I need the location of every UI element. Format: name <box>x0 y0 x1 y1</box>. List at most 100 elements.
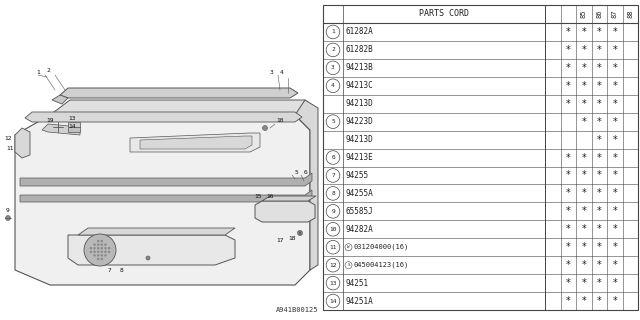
Circle shape <box>104 244 107 246</box>
Polygon shape <box>68 122 80 127</box>
Text: *: * <box>612 27 617 37</box>
Text: 4: 4 <box>331 83 335 88</box>
Text: 61282B: 61282B <box>346 45 374 54</box>
Bar <box>323 5 638 310</box>
Text: 94251A: 94251A <box>346 297 374 306</box>
Polygon shape <box>68 235 235 265</box>
Text: *: * <box>612 45 617 55</box>
Text: *: * <box>612 171 617 180</box>
Text: *: * <box>612 99 617 109</box>
Text: *: * <box>581 99 586 109</box>
Text: 94213C: 94213C <box>346 81 374 90</box>
Text: *: * <box>612 224 617 234</box>
Polygon shape <box>255 201 315 222</box>
Text: *: * <box>597 171 602 180</box>
Text: 031204000(16): 031204000(16) <box>353 244 408 251</box>
Text: *: * <box>581 224 586 234</box>
Text: *: * <box>581 296 586 306</box>
Text: *: * <box>566 260 571 270</box>
Text: 045004123(16): 045004123(16) <box>353 262 408 268</box>
Text: W: W <box>348 245 349 249</box>
Text: *: * <box>581 153 586 163</box>
Polygon shape <box>50 100 310 130</box>
Text: A941B00125: A941B00125 <box>275 307 318 313</box>
Text: *: * <box>597 135 602 145</box>
Text: *: * <box>612 296 617 306</box>
Text: *: * <box>597 188 602 198</box>
Text: *: * <box>597 117 602 127</box>
Circle shape <box>97 247 99 249</box>
Text: *: * <box>566 99 571 109</box>
Text: *: * <box>597 81 602 91</box>
Text: *: * <box>612 117 617 127</box>
Circle shape <box>93 251 96 253</box>
Text: *: * <box>566 296 571 306</box>
Polygon shape <box>295 100 318 270</box>
Text: 6: 6 <box>303 170 307 174</box>
Circle shape <box>100 254 103 257</box>
Circle shape <box>100 258 103 260</box>
Text: *: * <box>581 81 586 91</box>
Text: *: * <box>581 45 586 55</box>
Circle shape <box>104 254 107 257</box>
Text: 10: 10 <box>276 118 284 124</box>
Polygon shape <box>140 136 252 149</box>
Text: 13: 13 <box>329 281 337 285</box>
Circle shape <box>90 251 92 253</box>
Text: 1: 1 <box>331 29 335 35</box>
Text: 2: 2 <box>46 68 50 73</box>
Text: *: * <box>581 278 586 288</box>
Circle shape <box>97 240 99 242</box>
Text: 8: 8 <box>120 268 124 273</box>
Text: 94223D: 94223D <box>346 117 374 126</box>
Polygon shape <box>52 95 68 104</box>
Text: *: * <box>597 260 602 270</box>
Text: *: * <box>597 63 602 73</box>
Text: *: * <box>566 81 571 91</box>
Circle shape <box>100 244 103 246</box>
Text: *: * <box>566 63 571 73</box>
Polygon shape <box>262 196 316 201</box>
Text: *: * <box>581 27 586 37</box>
Text: 94255: 94255 <box>346 171 369 180</box>
Polygon shape <box>25 112 302 122</box>
Text: 5: 5 <box>331 119 335 124</box>
Text: 94251: 94251 <box>346 279 369 288</box>
Polygon shape <box>130 133 260 152</box>
Text: *: * <box>581 63 586 73</box>
Text: 13: 13 <box>68 116 76 122</box>
Text: *: * <box>612 81 617 91</box>
Circle shape <box>97 254 99 257</box>
Text: 1: 1 <box>36 70 40 76</box>
Text: 9: 9 <box>6 207 10 212</box>
Text: 65585J: 65585J <box>346 207 374 216</box>
Polygon shape <box>60 88 298 98</box>
Text: *: * <box>597 27 602 37</box>
Polygon shape <box>20 190 312 202</box>
Text: *: * <box>581 117 586 127</box>
Circle shape <box>84 234 116 266</box>
Text: *: * <box>566 242 571 252</box>
Text: 10: 10 <box>329 227 337 232</box>
Polygon shape <box>78 228 235 235</box>
Text: 94213D: 94213D <box>346 99 374 108</box>
Text: *: * <box>597 296 602 306</box>
Text: *: * <box>566 278 571 288</box>
Text: 94213E: 94213E <box>346 153 374 162</box>
Text: 86: 86 <box>596 10 602 18</box>
Text: 88: 88 <box>627 10 633 18</box>
Text: *: * <box>612 188 617 198</box>
Text: 85: 85 <box>580 10 587 18</box>
Text: 7: 7 <box>331 173 335 178</box>
Circle shape <box>100 240 103 242</box>
Text: 2: 2 <box>331 47 335 52</box>
Text: 61282A: 61282A <box>346 28 374 36</box>
Text: 19: 19 <box>46 117 54 123</box>
Text: *: * <box>581 206 586 216</box>
Text: *: * <box>566 188 571 198</box>
Text: 17: 17 <box>276 237 284 243</box>
Text: *: * <box>597 45 602 55</box>
Text: 3: 3 <box>331 65 335 70</box>
Text: 12: 12 <box>4 135 12 140</box>
Circle shape <box>104 251 107 253</box>
